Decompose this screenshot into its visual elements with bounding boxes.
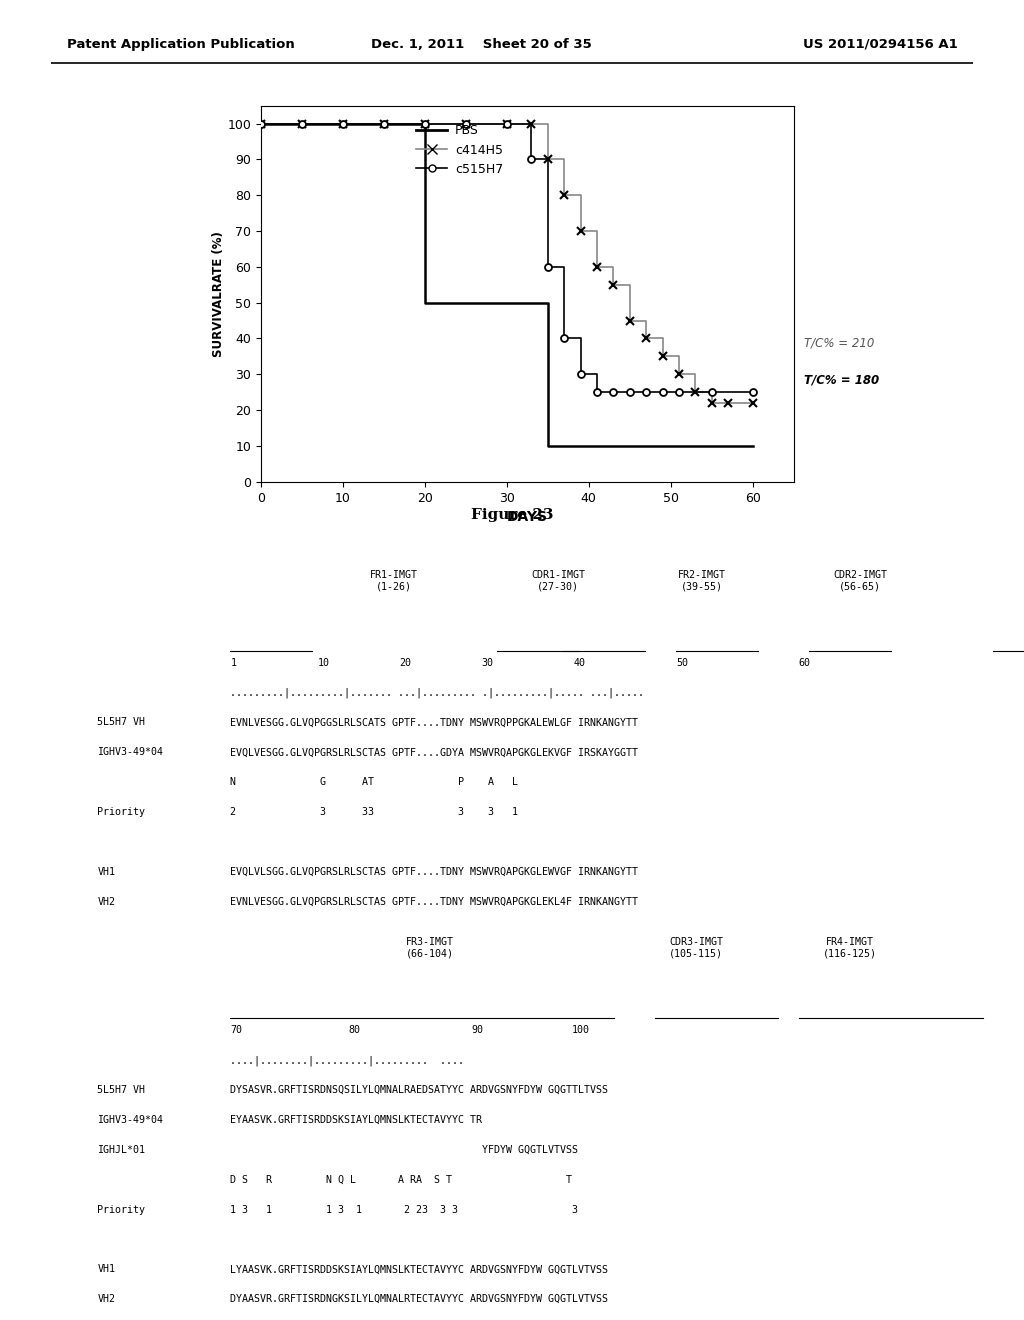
Text: FR3-IMGT
(66-104): FR3-IMGT (66-104) bbox=[407, 937, 454, 958]
Text: 5L5H7 VH: 5L5H7 VH bbox=[97, 1085, 145, 1096]
Y-axis label: SURVIVALRATE (%): SURVIVALRATE (%) bbox=[212, 231, 224, 356]
Text: D S   R         N Q L       A RA  S T                   T: D S R N Q L A RA S T T bbox=[230, 1175, 572, 1184]
Text: 50: 50 bbox=[676, 657, 688, 668]
Text: EYAASVK.GRFTISRDDSKSIAYLQMNSLKTECTAVYYC TR: EYAASVK.GRFTISRDDSKSIAYLQMNSLKTECTAVYYC … bbox=[230, 1115, 482, 1125]
Text: EVQLVESGG.GLVQPGRSLRLSCTAS GPTF....GDYA MSWVRQAPGKGLEKVGF IRSKAYGGTT: EVQLVESGG.GLVQPGRSLRLSCTAS GPTF....GDYA … bbox=[230, 747, 638, 758]
Text: 80: 80 bbox=[348, 1026, 360, 1035]
Text: VH1: VH1 bbox=[97, 1265, 116, 1274]
Text: VH2: VH2 bbox=[97, 896, 116, 907]
Text: FR1-IMGT
(1-26): FR1-IMGT (1-26) bbox=[371, 570, 418, 591]
Text: IGHV3-49*04: IGHV3-49*04 bbox=[97, 1115, 163, 1125]
Text: 100: 100 bbox=[571, 1026, 590, 1035]
Text: IGHV3-49*04: IGHV3-49*04 bbox=[97, 747, 163, 758]
Text: Priority: Priority bbox=[97, 807, 145, 817]
Text: IGHJL*01: IGHJL*01 bbox=[97, 1144, 145, 1155]
Text: Figure 23: Figure 23 bbox=[471, 507, 553, 521]
Text: 5L5H7 VH: 5L5H7 VH bbox=[97, 718, 145, 727]
Text: EVNLVESGG.GLVQPGGSLRLSCATS GPTF....TDNY MSWVRQPPGKALEWLGF IRNKANGYTT: EVNLVESGG.GLVQPGGSLRLSCATS GPTF....TDNY … bbox=[230, 718, 638, 727]
Text: FR4-IMGT
(116-125): FR4-IMGT (116-125) bbox=[823, 937, 877, 958]
Text: DYSASVR.GRFTISRDNSQSILYLQMNALRAEDSATYYC ARDVGSNYFDYW GQGTTLTVSS: DYSASVR.GRFTISRDNSQSILYLQMNALRAEDSATYYC … bbox=[230, 1085, 608, 1096]
Text: 20: 20 bbox=[399, 657, 412, 668]
Text: EVQLVLSGG.GLVQPGRSLRLSCTAS GPTF....TDNY MSWVRQAPGKGLEWVGF IRNKANGYTT: EVQLVLSGG.GLVQPGRSLRLSCTAS GPTF....TDNY … bbox=[230, 867, 638, 876]
Legend: PBS, c414H5, c515H7: PBS, c414H5, c515H7 bbox=[412, 119, 508, 181]
Text: T/C% = 210: T/C% = 210 bbox=[804, 337, 874, 348]
Text: ....|........|.........|.........  ....: ....|........|.........|......... .... bbox=[230, 1055, 465, 1065]
Text: VH2: VH2 bbox=[97, 1294, 116, 1304]
Text: 1 3   1         1 3  1       2 23  3 3                   3: 1 3 1 1 3 1 2 23 3 3 3 bbox=[230, 1205, 579, 1214]
Text: EVNLVESGG.GLVQPGRSLRLSCTAS GPTF....TDNY MSWVRQAPGKGLEKL4F IRNKANGYTT: EVNLVESGG.GLVQPGRSLRLSCTAS GPTF....TDNY … bbox=[230, 896, 638, 907]
Text: YFDYW GQGTLVTVSS: YFDYW GQGTLVTVSS bbox=[230, 1144, 579, 1155]
X-axis label: DAYS: DAYS bbox=[507, 510, 548, 524]
Text: US 2011/0294156 A1: US 2011/0294156 A1 bbox=[803, 38, 957, 51]
Text: 10: 10 bbox=[317, 657, 330, 668]
Text: LYAASVK.GRFTISRDDSKSIAYLQMNSLKTECTAVYYC ARDVGSNYFDYW GQGTLVTVSS: LYAASVK.GRFTISRDDSKSIAYLQMNSLKTECTAVYYC … bbox=[230, 1265, 608, 1274]
Text: 60: 60 bbox=[799, 657, 811, 668]
Text: CDR3-IMGT
(105-115): CDR3-IMGT (105-115) bbox=[670, 937, 723, 958]
Text: T/C% = 180: T/C% = 180 bbox=[804, 374, 880, 387]
Text: Patent Application Publication: Patent Application Publication bbox=[67, 38, 294, 51]
Text: Priority: Priority bbox=[97, 1205, 145, 1214]
Text: CDR2-IMGT
(56-65): CDR2-IMGT (56-65) bbox=[834, 570, 887, 591]
Text: N              G      AT              P    A   L: N G AT P A L bbox=[230, 777, 518, 787]
Text: FR2-IMGT
(39-55): FR2-IMGT (39-55) bbox=[678, 570, 725, 591]
Text: Dec. 1, 2011    Sheet 20 of 35: Dec. 1, 2011 Sheet 20 of 35 bbox=[371, 38, 592, 51]
Text: CDR1-IMGT
(27-30): CDR1-IMGT (27-30) bbox=[531, 570, 585, 591]
Text: 30: 30 bbox=[481, 657, 494, 668]
Text: 40: 40 bbox=[573, 657, 586, 668]
Text: .........|.........|....... ...|......... .|.........|..... ...|.....: .........|.........|....... ...|........… bbox=[230, 688, 644, 698]
Text: 2              3      33              3    3   1: 2 3 33 3 3 1 bbox=[230, 807, 518, 817]
Text: VH1: VH1 bbox=[97, 867, 116, 876]
Text: 1: 1 bbox=[230, 657, 237, 668]
Text: DYAASVR.GRFTISRDNGKSILYLQMNALRTECTAVYYC ARDVGSNYFDYW GQGTLVTVSS: DYAASVR.GRFTISRDNGKSILYLQMNALRTECTAVYYC … bbox=[230, 1294, 608, 1304]
Text: 70: 70 bbox=[230, 1026, 243, 1035]
Text: 90: 90 bbox=[471, 1026, 483, 1035]
